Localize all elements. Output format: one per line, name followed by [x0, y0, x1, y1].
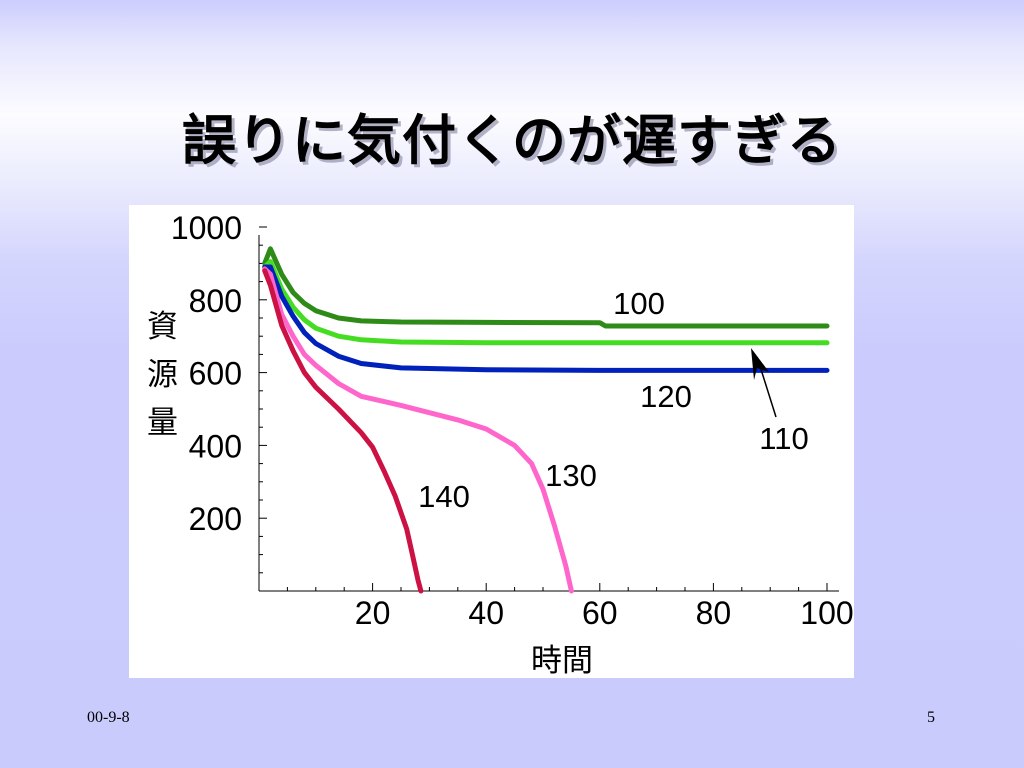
- series-line-120: [262, 264, 830, 373]
- curve-label-140: 140: [418, 479, 470, 514]
- y-tick-label: 200: [189, 501, 242, 537]
- y-tick-label: 1000: [171, 210, 242, 246]
- y-tick-label: 600: [189, 356, 242, 392]
- chart-panel: 200 400 600 800 1000 20 40 60 80 100 100 110 120 13…: [129, 205, 854, 678]
- curve-label-120: 120: [640, 379, 692, 414]
- series-line-130: [262, 266, 574, 594]
- x-tick-label: 60: [582, 595, 618, 631]
- series-line-100: [262, 246, 830, 329]
- x-tick-label: 100: [800, 595, 853, 631]
- curve-label-arrow-head: [751, 348, 769, 380]
- x-tick-label: 80: [696, 595, 732, 631]
- x-tick-label: 20: [355, 595, 391, 631]
- series-line-110: [262, 259, 830, 346]
- x-axis-label: 時間: [531, 643, 593, 678]
- slide-page-number: 5: [927, 709, 935, 726]
- curve-label-130: 130: [545, 458, 597, 493]
- series-line-140: [262, 268, 424, 594]
- curve-label-110: 110: [759, 421, 808, 456]
- line-chart: 200 400 600 800 1000 20 40 60 80 100 100 110 120 13…: [147, 210, 854, 678]
- curve-label-100: 100: [613, 286, 665, 321]
- x-tick-label: 40: [468, 595, 504, 631]
- y-axis-label-char-3: 量: [147, 405, 178, 441]
- slide-title: 誤りに気付くのが遅すぎる: [182, 109, 842, 172]
- y-axis-label-char-2: 源: [147, 357, 178, 393]
- y-tick-label: 800: [189, 283, 242, 319]
- curve-label-arrow-shaft: [758, 362, 777, 418]
- y-tick-label: 400: [189, 428, 242, 464]
- slide-date: 00-9-8: [87, 709, 130, 726]
- y-axis-label-char-1: 資: [147, 309, 178, 345]
